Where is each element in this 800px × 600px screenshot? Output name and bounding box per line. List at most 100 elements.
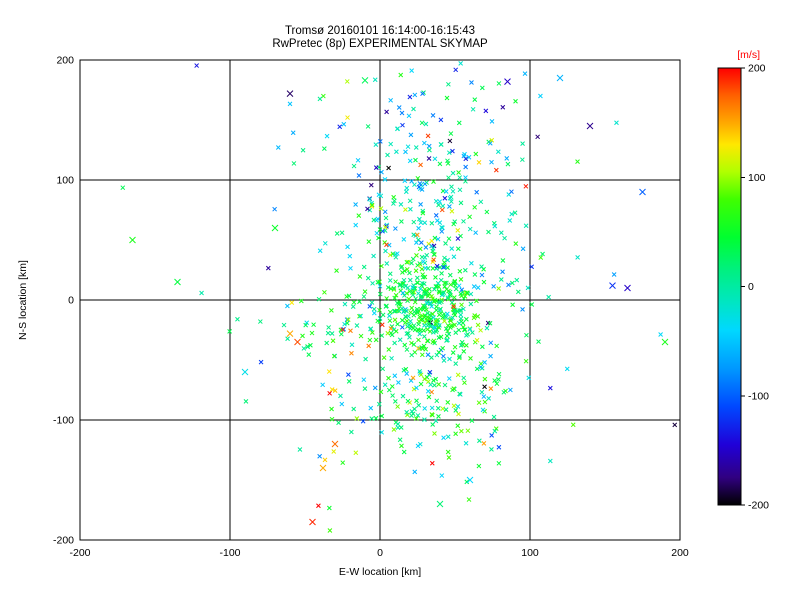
data-point [401,449,407,455]
data-point [362,289,368,294]
data-point [445,311,450,317]
data-point [365,275,371,281]
data-point [404,259,410,265]
data-point [344,317,350,322]
data-point [487,140,493,146]
data-point [330,338,336,344]
data-point [411,106,416,112]
data-point [411,386,417,392]
data-point [354,416,360,421]
data-point [434,304,439,310]
data-point [445,337,450,343]
data-point [523,223,529,229]
data-point [416,291,421,296]
data-point [456,170,461,175]
data-point [488,353,493,359]
data-point [389,332,395,338]
data-point [496,377,501,382]
data-point [400,290,406,296]
data-point [355,157,361,163]
data-point [432,156,438,162]
data-point [376,235,381,241]
data-point [445,400,451,405]
data-point [404,266,410,272]
data-point [639,188,646,196]
data-point [435,236,441,242]
colorbar-tick-label: 0 [748,281,754,293]
data-point [451,254,457,260]
data-point [265,265,271,271]
data-point [395,421,401,427]
data-point [291,161,297,166]
data-point [450,170,456,176]
data-point [346,378,352,384]
data-point [403,314,408,319]
data-point [463,164,468,170]
data-point [340,327,345,333]
data-point [393,328,399,334]
data-point [303,322,309,328]
data-point [392,399,398,404]
data-point [470,106,476,112]
data-point [350,304,356,309]
data-point [464,316,469,322]
data-point [409,305,415,311]
data-point [432,286,437,292]
data-point [447,272,453,278]
data-point [379,413,385,419]
data-point [285,336,290,342]
data-point [479,389,485,395]
data-point [465,428,471,434]
axis-ticks [79,59,681,541]
x-tick-label: 200 [671,547,689,559]
data-point [342,321,347,327]
data-point [450,148,455,154]
data-point [431,257,436,263]
data-point [369,202,375,208]
data-point [424,252,430,258]
data-point [356,213,362,218]
data-point [285,303,290,309]
x-axis-label: E-W location [km] [339,566,421,578]
data-point [377,291,383,297]
data-point [386,387,392,393]
data-point [538,255,544,260]
data-point [402,178,408,184]
data-point [425,379,431,385]
data-point [363,356,368,362]
data-point [372,77,378,83]
data-point [458,61,464,66]
data-point [476,160,482,165]
data-point [451,302,457,308]
data-point [457,175,463,180]
data-point [478,199,484,205]
data-point [344,294,350,299]
data-point [391,427,397,432]
data-point [481,394,487,399]
data-point [439,229,445,234]
data-point [366,239,372,245]
data-point [453,330,459,336]
data-point [387,271,393,277]
colorbar-label: [m/s] [737,49,760,61]
data-point [466,476,474,484]
data-point [439,473,445,478]
data-point [431,329,436,335]
data-point [556,74,564,82]
x-tick-label: 100 [521,547,539,559]
data-point [413,157,418,163]
data-point [445,323,451,328]
data-point [509,280,515,286]
data-point [379,169,384,175]
data-point [451,403,457,409]
data-point [445,161,451,166]
data-point [451,304,456,310]
data-point [365,124,371,129]
data-point [441,435,446,441]
data-point [427,286,432,292]
data-point [399,219,404,224]
data-point [455,372,461,378]
data-point [400,270,405,275]
data-point [474,298,479,304]
data-point [174,278,181,286]
